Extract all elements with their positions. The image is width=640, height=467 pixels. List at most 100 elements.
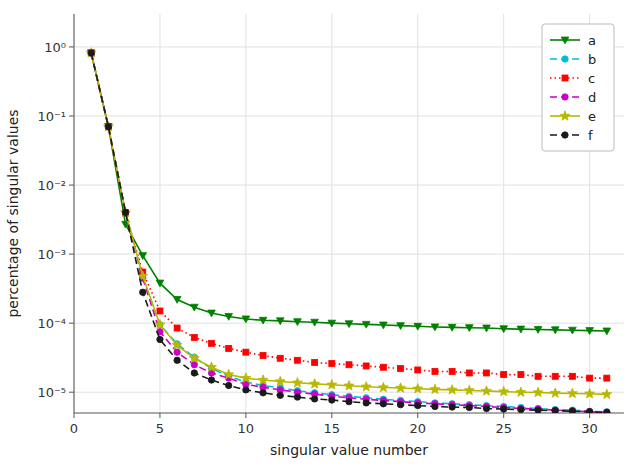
marker-square	[535, 373, 541, 379]
marker-star	[172, 340, 182, 349]
tick	[417, 413, 418, 418]
marker-circle	[140, 289, 146, 295]
marker-square	[209, 340, 215, 346]
marker-star	[344, 381, 354, 390]
marker-star	[275, 376, 285, 385]
marker-star	[224, 369, 234, 378]
marker-square	[88, 50, 94, 56]
marker-star	[567, 388, 577, 397]
marker-star	[533, 387, 543, 396]
marker-circle	[500, 406, 506, 412]
marker-square	[312, 359, 318, 365]
grid-line	[74, 254, 624, 255]
marker-circle	[122, 209, 128, 215]
legend-marker	[561, 37, 569, 44]
marker-square	[432, 368, 438, 374]
marker-circle	[535, 407, 541, 413]
marker-circle	[449, 404, 455, 410]
grid-line	[74, 14, 75, 413]
grid-line	[503, 14, 504, 413]
marker-star	[292, 378, 302, 387]
marker-star	[241, 373, 251, 382]
legend-label: d	[588, 90, 596, 105]
marker-triangle	[448, 324, 456, 331]
chart: 10⁻⁵10⁻⁴10⁻³10⁻²10⁻¹10⁰051015202530singu…	[0, 0, 640, 467]
marker-triangle	[242, 316, 250, 323]
marker-star	[413, 384, 423, 393]
marker-triangle	[483, 325, 491, 332]
marker-square	[569, 373, 575, 379]
marker-star	[602, 389, 612, 398]
legend-label: e	[588, 109, 596, 124]
marker-circle	[329, 397, 335, 403]
marker-circle	[586, 408, 592, 413]
marker-circle	[88, 50, 94, 56]
marker-square	[243, 349, 249, 355]
tick-label: 10⁻⁴	[37, 316, 66, 331]
marker-triangle	[345, 321, 353, 328]
x-axis-line	[74, 413, 624, 414]
grid-line	[417, 14, 418, 413]
marker-circle	[363, 400, 369, 406]
marker-star	[258, 375, 268, 384]
x-axis-title: singular value number	[270, 442, 428, 458]
legend-label: f	[588, 128, 593, 143]
marker-star	[585, 389, 595, 398]
legend-marker	[562, 94, 568, 100]
marker-circle	[277, 392, 283, 398]
tick-label: 10⁰	[44, 40, 66, 55]
series-line	[91, 53, 607, 413]
marker-triangle	[173, 297, 181, 304]
tick-label: 10⁻⁵	[37, 385, 66, 400]
marker-triangle	[311, 319, 319, 326]
tick	[69, 185, 74, 186]
tick	[245, 413, 246, 418]
tick	[69, 115, 74, 116]
marker-circle	[105, 123, 111, 129]
plot-area	[86, 48, 612, 413]
marker-circle	[243, 387, 249, 393]
marker-circle	[88, 50, 94, 56]
marker-circle	[174, 349, 180, 355]
marker-circle	[415, 402, 421, 408]
marker-circle	[586, 409, 592, 413]
legend-item: f	[550, 128, 593, 143]
marker-star	[207, 362, 217, 371]
series	[88, 50, 610, 413]
grid-line	[74, 185, 624, 186]
marker-triangle	[569, 327, 577, 334]
marker-triangle	[208, 310, 216, 317]
marker-triangle	[259, 317, 267, 324]
marker-circle	[346, 398, 352, 404]
legend-label: c	[588, 71, 595, 86]
marker-circle	[397, 401, 403, 407]
marker-square	[260, 353, 266, 359]
marker-star	[378, 382, 388, 391]
legend-label: a	[588, 33, 596, 48]
series-line	[91, 53, 607, 331]
marker-triangle	[534, 326, 542, 333]
marker-circle	[157, 336, 163, 342]
marker-circle	[569, 407, 575, 413]
legend-item: e	[550, 109, 596, 124]
marker-star	[396, 383, 406, 392]
marker-square	[380, 364, 386, 370]
legend-item: b	[550, 52, 596, 67]
marker-triangle	[517, 326, 525, 333]
marker-triangle	[139, 253, 147, 260]
marker-circle	[174, 357, 180, 363]
marker-circle	[432, 403, 438, 409]
marker-circle	[518, 406, 524, 412]
marker-circle	[466, 404, 472, 410]
marker-square	[157, 308, 163, 314]
marker-circle	[604, 409, 610, 413]
tick	[74, 413, 75, 418]
marker-square	[363, 363, 369, 369]
marker-triangle	[500, 326, 508, 333]
series-line	[91, 53, 607, 413]
tick-label: 25	[495, 421, 512, 436]
marker-circle	[294, 394, 300, 400]
marker-circle	[569, 408, 575, 413]
grid-line	[159, 14, 160, 413]
marker-star	[430, 384, 440, 393]
